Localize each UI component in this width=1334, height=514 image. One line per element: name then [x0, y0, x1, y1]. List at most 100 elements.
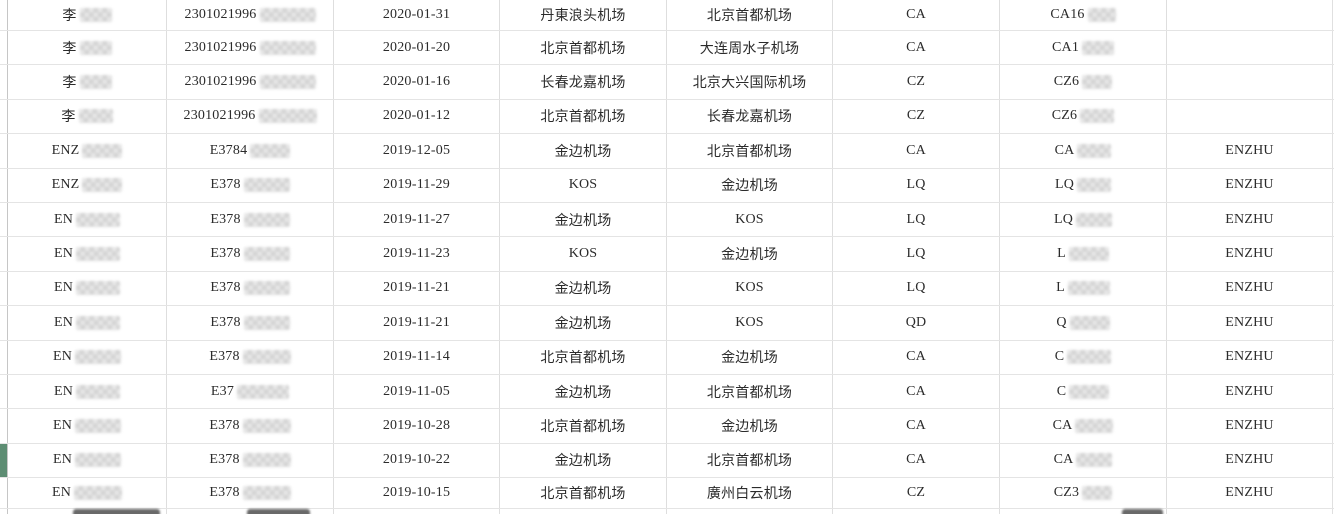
cell-passenger-name[interactable]: 李 — [8, 0, 167, 30]
cell-airline-code[interactable]: CA — [833, 31, 1000, 65]
cell-id-number[interactable]: E378 — [167, 168, 334, 202]
cell-arrival-airport[interactable]: 北京首都机场 — [667, 134, 833, 168]
cell-departure-airport[interactable]: 北京首都机场 — [500, 99, 667, 134]
cell-departure-airport[interactable]: KOS — [500, 168, 667, 202]
cell-flight-date[interactable]: 2020-01-12 — [334, 99, 500, 134]
cell-flight-number[interactable]: CZ3 — [1000, 478, 1167, 508]
cell-flight-date[interactable]: 2020-01-16 — [334, 65, 500, 99]
cell-flight-number[interactable]: LQ — [1000, 202, 1167, 237]
cell-passenger-name[interactable]: 李 — [8, 99, 167, 134]
cell-passenger-name[interactable]: ENZ — [8, 168, 167, 202]
cell-passenger-name[interactable]: 李 — [8, 65, 167, 99]
cell-flight-date[interactable]: 2019-11-27 — [334, 202, 500, 237]
cell-id-number[interactable]: E378 — [167, 340, 334, 374]
cell-remark[interactable]: ENZHU — [1167, 409, 1333, 443]
cell-id-number[interactable]: 2301021996 — [167, 65, 334, 99]
cell-flight-number[interactable]: CZ6 — [1000, 65, 1167, 99]
cell-id-number[interactable]: 2301021996 — [167, 31, 334, 65]
cell-passenger-name[interactable]: EN — [8, 202, 167, 237]
cell-arrival-airport[interactable]: KOS — [667, 202, 833, 237]
cell-departure-airport[interactable]: 北京首都机场 — [500, 340, 667, 374]
cell-airline-code[interactable]: CA — [833, 134, 1000, 168]
cell-flight-date[interactable]: 2019-11-23 — [334, 237, 500, 271]
cell-id-number[interactable]: 2301021996 — [167, 0, 334, 30]
cell-departure-airport[interactable]: 金边机场 — [500, 202, 667, 237]
cell-flight-date[interactable]: 2020-01-20 — [334, 31, 500, 65]
cell-arrival-airport[interactable]: KOS — [667, 306, 833, 340]
cell-flight-number[interactable]: CA — [1000, 134, 1167, 168]
cell-departure-airport[interactable]: 丹東浪头机场 — [500, 0, 667, 30]
cell-id-number[interactable]: E378 — [167, 409, 334, 443]
cell-departure-airport[interactable]: 金边机场 — [500, 374, 667, 409]
cell-flight-date[interactable]: 2020-01-31 — [334, 0, 500, 30]
cell-departure-airport[interactable]: 金边机场 — [500, 271, 667, 306]
cell-id-number[interactable]: E378 — [167, 306, 334, 340]
cell-remark[interactable]: ENZHU — [1167, 237, 1333, 271]
cell-airline-code[interactable]: CZ — [833, 65, 1000, 99]
cell-id-number[interactable]: 2301021996 — [167, 99, 334, 134]
cell-passenger-name[interactable]: EN — [8, 374, 167, 409]
cell-passenger-name[interactable]: 李 — [8, 31, 167, 65]
cell-flight-date[interactable]: 2019-11-05 — [334, 374, 500, 409]
cell-airline-code[interactable]: LQ — [833, 237, 1000, 271]
cell-flight-date[interactable]: 2019-10-28 — [334, 409, 500, 443]
cell-id-number[interactable]: E378 — [167, 237, 334, 271]
cell-remark[interactable]: ENZHU — [1167, 340, 1333, 374]
cell-arrival-airport[interactable]: 金边机场 — [667, 237, 833, 271]
cell-remark[interactable] — [1167, 31, 1333, 65]
cell-departure-airport[interactable]: 金边机场 — [500, 134, 667, 168]
cell-passenger-name[interactable]: EN — [8, 478, 167, 508]
cell-id-number[interactable]: E378 — [167, 202, 334, 237]
cell-arrival-airport[interactable]: 北京大兴国际机场 — [667, 65, 833, 99]
cell-departure-airport[interactable]: 长春龙嘉机场 — [500, 65, 667, 99]
cell-departure-airport[interactable]: 北京首都机场 — [500, 409, 667, 443]
cell-flight-date[interactable]: 2019-11-14 — [334, 340, 500, 374]
cell-passenger-name[interactable]: EN — [8, 340, 167, 374]
cell-remark[interactable]: ENZHU — [1167, 306, 1333, 340]
cell-departure-airport[interactable]: 北京首都机场 — [500, 31, 667, 65]
cell-flight-date[interactable]: 2019-10-22 — [334, 443, 500, 478]
cell-airline-code[interactable]: CZ — [833, 99, 1000, 134]
cell-flight-number[interactable]: CA — [1000, 409, 1167, 443]
cell-airline-code[interactable]: QD — [833, 306, 1000, 340]
cell-passenger-name[interactable]: ENZ — [8, 134, 167, 168]
cell-id-number[interactable]: E378 — [167, 271, 334, 306]
cell-remark[interactable]: ENZHU — [1167, 478, 1333, 508]
cell-passenger-name[interactable]: EN — [8, 443, 167, 478]
cell-flight-number[interactable]: CZ6 — [1000, 99, 1167, 134]
cell-departure-airport[interactable]: KOS — [500, 237, 667, 271]
cell-airline-code[interactable]: CA — [833, 374, 1000, 409]
cell-departure-airport[interactable]: 金边机场 — [500, 443, 667, 478]
cell-airline-code[interactable]: CA — [833, 0, 1000, 30]
cell-flight-date[interactable]: 2019-11-21 — [334, 271, 500, 306]
cell-airline-code[interactable]: CZ — [833, 478, 1000, 508]
cell-departure-airport[interactable]: 北京首都机场 — [500, 478, 667, 508]
cell-remark[interactable]: ENZHU — [1167, 271, 1333, 306]
cell-flight-date[interactable]: 2019-11-21 — [334, 306, 500, 340]
cell-flight-number[interactable]: CA1 — [1000, 31, 1167, 65]
cell-arrival-airport[interactable]: 北京首都机场 — [667, 374, 833, 409]
cell-arrival-airport[interactable]: 金边机场 — [667, 409, 833, 443]
cell-flight-date[interactable]: 2019-10-15 — [334, 478, 500, 508]
cell-remark[interactable]: ENZHU — [1167, 134, 1333, 168]
cell-flight-number[interactable]: L — [1000, 271, 1167, 306]
cell-airline-code[interactable]: CA — [833, 340, 1000, 374]
cell-remark[interactable]: ENZHU — [1167, 202, 1333, 237]
cell-airline-code[interactable]: LQ — [833, 168, 1000, 202]
cell-remark[interactable]: ENZHU — [1167, 443, 1333, 478]
cell-flight-number[interactable]: LQ — [1000, 168, 1167, 202]
cell-arrival-airport[interactable]: KOS — [667, 271, 833, 306]
cell-arrival-airport[interactable]: 金边机场 — [667, 168, 833, 202]
cell-airline-code[interactable]: CA — [833, 443, 1000, 478]
cell-arrival-airport[interactable]: 长春龙嘉机场 — [667, 99, 833, 134]
cell-flight-date[interactable]: 2019-12-05 — [334, 134, 500, 168]
cell-remark[interactable] — [1167, 0, 1333, 30]
cell-passenger-name[interactable]: EN — [8, 237, 167, 271]
cell-passenger-name[interactable]: EN — [8, 306, 167, 340]
cell-flight-number[interactable]: CA16 — [1000, 0, 1167, 30]
cell-remark[interactable] — [1167, 65, 1333, 99]
cell-arrival-airport[interactable]: 金边机场 — [667, 340, 833, 374]
cell-flight-date[interactable]: 2019-11-29 — [334, 168, 500, 202]
cell-remark[interactable]: ENZHU — [1167, 374, 1333, 409]
cell-id-number[interactable]: E378 — [167, 443, 334, 478]
